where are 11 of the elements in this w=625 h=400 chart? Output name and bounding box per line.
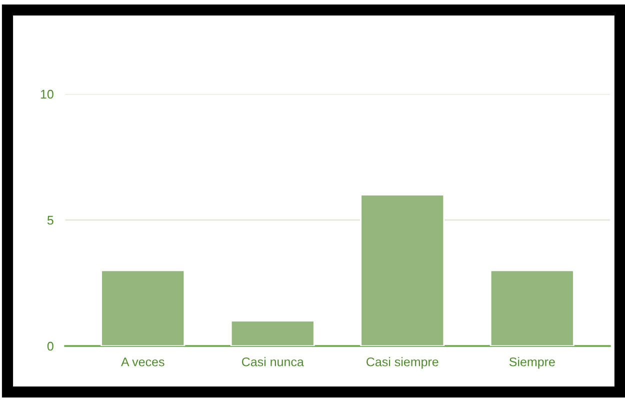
y-tick-label: 5: [47, 216, 54, 225]
y-tick-label: 0: [47, 342, 54, 351]
bar: [490, 270, 574, 346]
x-tick-label: A veces: [120, 358, 164, 366]
x-tick-label: Siempre: [509, 357, 555, 369]
bar: [100, 270, 186, 346]
bar: [230, 320, 315, 346]
x-tick-label: Casi siempre: [366, 357, 438, 369]
bar: [360, 194, 445, 346]
x-tick-label: Casi nunca: [242, 357, 304, 366]
y-tick-label: 10: [40, 90, 54, 99]
